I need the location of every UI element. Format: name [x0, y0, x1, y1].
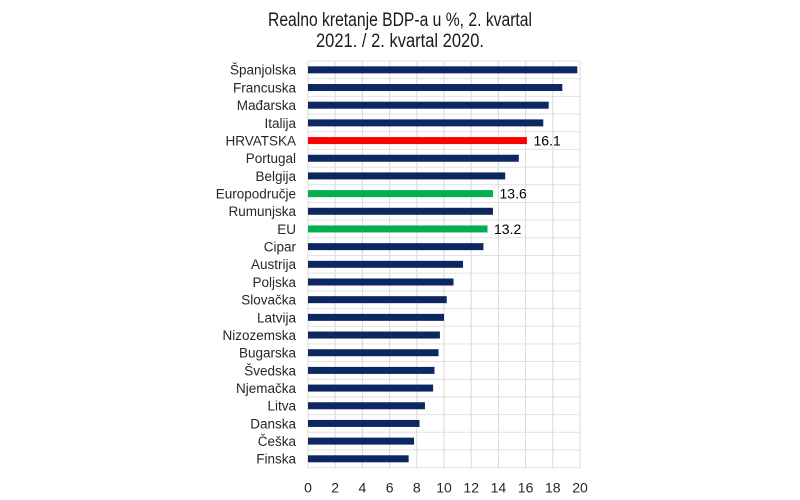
- svg-text:4: 4: [359, 480, 367, 496]
- svg-text:Bugarska: Bugarska: [239, 346, 297, 361]
- svg-text:Europodručje: Europodručje: [216, 187, 296, 202]
- svg-text:Njemačka: Njemačka: [236, 381, 297, 396]
- svg-text:6: 6: [386, 480, 394, 496]
- svg-text:Italija: Italija: [264, 116, 296, 131]
- svg-text:Švedska: Švedska: [244, 363, 296, 378]
- svg-text:8: 8: [413, 480, 421, 496]
- svg-text:Austrija: Austrija: [251, 257, 297, 272]
- svg-text:Finska: Finska: [256, 452, 296, 467]
- svg-text:Češka: Češka: [258, 434, 297, 449]
- svg-text:Poljska: Poljska: [252, 275, 296, 290]
- svg-text:Latvija: Latvija: [257, 310, 297, 325]
- svg-text:10: 10: [436, 480, 452, 496]
- svg-text:12: 12: [463, 480, 479, 496]
- svg-text:Danska: Danska: [250, 416, 296, 431]
- svg-text:Rumunjska: Rumunjska: [228, 204, 296, 219]
- svg-text:Španjolska: Španjolska: [230, 63, 297, 78]
- svg-text:20: 20: [572, 480, 588, 496]
- svg-text:13.6: 13.6: [500, 186, 527, 202]
- svg-text:Belgija: Belgija: [255, 169, 296, 184]
- svg-text:16.1: 16.1: [534, 133, 561, 149]
- svg-text:13.2: 13.2: [494, 221, 521, 237]
- svg-text:Mađarska: Mađarska: [237, 98, 297, 113]
- svg-text:0: 0: [304, 480, 312, 496]
- svg-text:Slovačka: Slovačka: [241, 293, 296, 308]
- svg-text:14: 14: [491, 480, 507, 496]
- svg-text:2021. / 2. kvartal 2020.: 2021. / 2. kvartal 2020.: [316, 31, 484, 52]
- svg-text:Francuska: Francuska: [233, 80, 297, 95]
- svg-text:Realno kretanje BDP-a u %, 2.: Realno kretanje BDP-a u %, 2. kvartal: [268, 10, 532, 31]
- svg-text:HRVATSKA: HRVATSKA: [225, 133, 296, 148]
- svg-text:16: 16: [518, 480, 534, 496]
- svg-text:EU: EU: [277, 222, 296, 237]
- svg-text:Litva: Litva: [267, 399, 296, 414]
- svg-text:Cipar: Cipar: [264, 240, 297, 255]
- svg-text:Nizozemska: Nizozemska: [222, 328, 296, 343]
- svg-text:18: 18: [545, 480, 561, 496]
- svg-text:Portugal: Portugal: [246, 151, 296, 166]
- svg-text:2: 2: [331, 480, 339, 496]
